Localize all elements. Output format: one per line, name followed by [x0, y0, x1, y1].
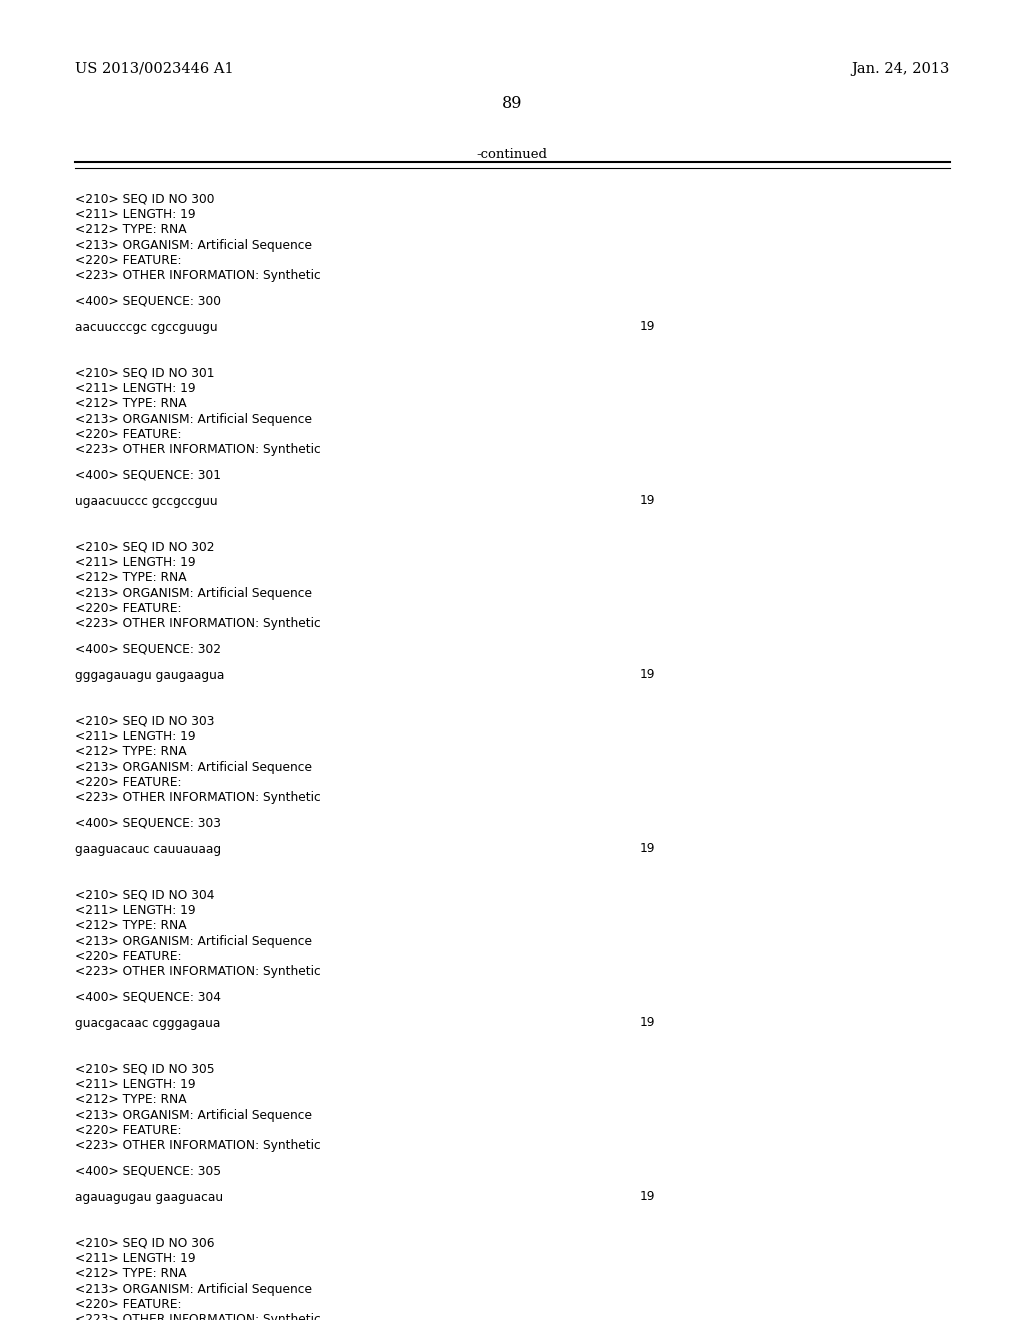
Text: guacgacaac cgggagaua: guacgacaac cgggagaua	[75, 1016, 220, 1030]
Text: <211> LENGTH: 19: <211> LENGTH: 19	[75, 1251, 196, 1265]
Text: <211> LENGTH: 19: <211> LENGTH: 19	[75, 556, 196, 569]
Text: <210> SEQ ID NO 304: <210> SEQ ID NO 304	[75, 888, 214, 902]
Text: <211> LENGTH: 19: <211> LENGTH: 19	[75, 730, 196, 742]
Text: <210> SEQ ID NO 306: <210> SEQ ID NO 306	[75, 1236, 214, 1249]
Text: <223> OTHER INFORMATION: Synthetic: <223> OTHER INFORMATION: Synthetic	[75, 444, 321, 457]
Text: <212> TYPE: RNA: <212> TYPE: RNA	[75, 919, 186, 932]
Text: 19: 19	[640, 668, 655, 681]
Text: <213> ORGANISM: Artificial Sequence: <213> ORGANISM: Artificial Sequence	[75, 412, 312, 425]
Text: <223> OTHER INFORMATION: Synthetic: <223> OTHER INFORMATION: Synthetic	[75, 618, 321, 631]
Text: <213> ORGANISM: Artificial Sequence: <213> ORGANISM: Artificial Sequence	[75, 1283, 312, 1295]
Text: 89: 89	[502, 95, 522, 112]
Text: 19: 19	[640, 1191, 655, 1204]
Text: <400> SEQUENCE: 303: <400> SEQUENCE: 303	[75, 817, 221, 830]
Text: <220> FEATURE:: <220> FEATURE:	[75, 253, 181, 267]
Text: <210> SEQ ID NO 303: <210> SEQ ID NO 303	[75, 714, 214, 727]
Text: <220> FEATURE:: <220> FEATURE:	[75, 1298, 181, 1311]
Text: <213> ORGANISM: Artificial Sequence: <213> ORGANISM: Artificial Sequence	[75, 586, 312, 599]
Text: <211> LENGTH: 19: <211> LENGTH: 19	[75, 381, 196, 395]
Text: 19: 19	[640, 495, 655, 507]
Text: <212> TYPE: RNA: <212> TYPE: RNA	[75, 744, 186, 758]
Text: <400> SEQUENCE: 301: <400> SEQUENCE: 301	[75, 469, 221, 482]
Text: <212> TYPE: RNA: <212> TYPE: RNA	[75, 1267, 186, 1280]
Text: <213> ORGANISM: Artificial Sequence: <213> ORGANISM: Artificial Sequence	[75, 760, 312, 774]
Text: <211> LENGTH: 19: <211> LENGTH: 19	[75, 207, 196, 220]
Text: <210> SEQ ID NO 305: <210> SEQ ID NO 305	[75, 1063, 215, 1074]
Text: <220> FEATURE:: <220> FEATURE:	[75, 602, 181, 615]
Text: <212> TYPE: RNA: <212> TYPE: RNA	[75, 223, 186, 236]
Text: <223> OTHER INFORMATION: Synthetic: <223> OTHER INFORMATION: Synthetic	[75, 269, 321, 282]
Text: <213> ORGANISM: Artificial Sequence: <213> ORGANISM: Artificial Sequence	[75, 239, 312, 252]
Text: <212> TYPE: RNA: <212> TYPE: RNA	[75, 572, 186, 583]
Text: <223> OTHER INFORMATION: Synthetic: <223> OTHER INFORMATION: Synthetic	[75, 1313, 321, 1320]
Text: <223> OTHER INFORMATION: Synthetic: <223> OTHER INFORMATION: Synthetic	[75, 792, 321, 804]
Text: <400> SEQUENCE: 302: <400> SEQUENCE: 302	[75, 643, 221, 656]
Text: -continued: -continued	[476, 148, 548, 161]
Text: <213> ORGANISM: Artificial Sequence: <213> ORGANISM: Artificial Sequence	[75, 1109, 312, 1122]
Text: <210> SEQ ID NO 300: <210> SEQ ID NO 300	[75, 191, 214, 205]
Text: <210> SEQ ID NO 302: <210> SEQ ID NO 302	[75, 540, 214, 553]
Text: agauagugau gaaguacau: agauagugau gaaguacau	[75, 1191, 223, 1204]
Text: 19: 19	[640, 1016, 655, 1030]
Text: <400> SEQUENCE: 304: <400> SEQUENCE: 304	[75, 991, 221, 1005]
Text: <223> OTHER INFORMATION: Synthetic: <223> OTHER INFORMATION: Synthetic	[75, 1139, 321, 1152]
Text: ugaacuuccc gccgccguu: ugaacuuccc gccgccguu	[75, 495, 218, 507]
Text: Jan. 24, 2013: Jan. 24, 2013	[852, 62, 950, 77]
Text: <211> LENGTH: 19: <211> LENGTH: 19	[75, 1077, 196, 1090]
Text: <220> FEATURE:: <220> FEATURE:	[75, 428, 181, 441]
Text: US 2013/0023446 A1: US 2013/0023446 A1	[75, 62, 233, 77]
Text: 19: 19	[640, 321, 655, 334]
Text: <220> FEATURE:: <220> FEATURE:	[75, 950, 181, 964]
Text: gaaguacauc cauuauaag: gaaguacauc cauuauaag	[75, 842, 221, 855]
Text: <212> TYPE: RNA: <212> TYPE: RNA	[75, 397, 186, 411]
Text: aacuucccgc cgccguugu: aacuucccgc cgccguugu	[75, 321, 218, 334]
Text: gggagauagu gaugaagua: gggagauagu gaugaagua	[75, 668, 224, 681]
Text: <400> SEQUENCE: 300: <400> SEQUENCE: 300	[75, 294, 221, 308]
Text: <212> TYPE: RNA: <212> TYPE: RNA	[75, 1093, 186, 1106]
Text: <220> FEATURE:: <220> FEATURE:	[75, 776, 181, 789]
Text: <223> OTHER INFORMATION: Synthetic: <223> OTHER INFORMATION: Synthetic	[75, 965, 321, 978]
Text: <211> LENGTH: 19: <211> LENGTH: 19	[75, 903, 196, 916]
Text: <210> SEQ ID NO 301: <210> SEQ ID NO 301	[75, 366, 214, 379]
Text: <213> ORGANISM: Artificial Sequence: <213> ORGANISM: Artificial Sequence	[75, 935, 312, 948]
Text: 19: 19	[640, 842, 655, 855]
Text: <220> FEATURE:: <220> FEATURE:	[75, 1125, 181, 1137]
Text: <400> SEQUENCE: 305: <400> SEQUENCE: 305	[75, 1166, 221, 1177]
